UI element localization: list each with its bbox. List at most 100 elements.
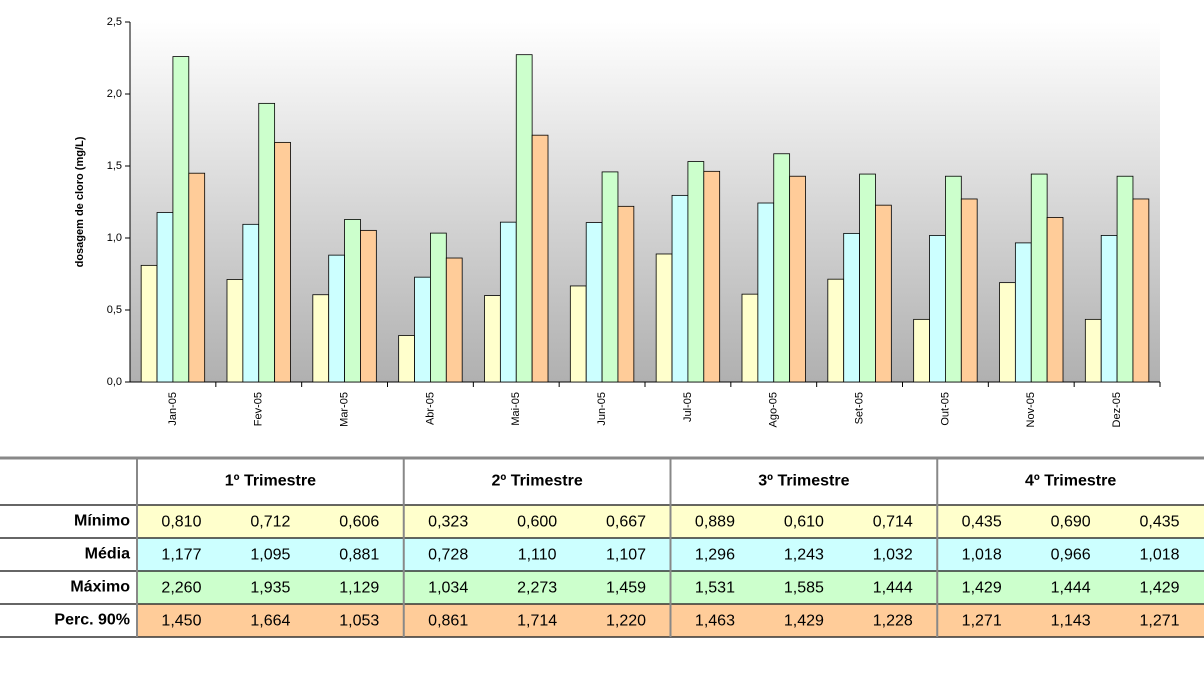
table-cell: 0,690 [1051, 514, 1091, 531]
table-cell: 0,712 [250, 514, 290, 531]
table-cell: 1,034 [428, 580, 468, 597]
table-cell: 0,610 [784, 514, 824, 531]
table-cell: 1,444 [873, 580, 913, 597]
table-cell: 1,664 [250, 613, 290, 630]
bar [671, 194, 689, 383]
table-cell: 1,107 [606, 547, 646, 564]
bar [859, 173, 876, 383]
bar [484, 295, 501, 383]
y-tick-label: 1,5 [107, 160, 122, 172]
table-cell: 0,714 [873, 514, 913, 531]
bar [344, 219, 361, 383]
bar [499, 221, 517, 383]
table-cell: 0,435 [962, 514, 1002, 531]
table-cell: 1,459 [606, 580, 646, 597]
quarter-header: 2º Trimestre [492, 473, 583, 490]
x-tick-label: Fev-05 [253, 392, 265, 426]
bar [687, 161, 705, 383]
table-cell: 1,271 [962, 613, 1002, 630]
bar [1084, 318, 1102, 383]
bar [398, 335, 415, 383]
bar [430, 232, 447, 383]
x-tick-label: Dez-05 [1111, 392, 1123, 427]
table-cell: 1,444 [1051, 580, 1091, 597]
y-tick-label: 2,5 [107, 16, 122, 28]
table-cell: 1,531 [695, 580, 735, 597]
table-cell: 0,881 [339, 547, 379, 564]
bar [945, 175, 962, 383]
bar [1132, 198, 1150, 383]
bar [929, 235, 946, 383]
y-tick-label: 0,5 [107, 304, 122, 316]
bar [360, 229, 377, 383]
y-tick-label: 2,0 [107, 88, 122, 100]
table-cell: 1,053 [339, 613, 379, 630]
x-tick-label: Jan-05 [167, 392, 179, 426]
bar [773, 153, 791, 383]
bar [843, 232, 860, 383]
bar [445, 257, 463, 383]
bar [741, 293, 759, 383]
x-tick-label: Set-05 [853, 392, 865, 424]
table-cell: 1,228 [873, 613, 913, 630]
bar [414, 276, 431, 383]
table-cell: 1,463 [695, 613, 735, 630]
bar [585, 222, 603, 383]
table-cell: 0,861 [428, 613, 468, 630]
quarter-header: 3º Trimestre [758, 473, 849, 490]
bar [140, 264, 158, 383]
row-label: Perc. 90% [54, 612, 130, 629]
table-cell: 0,728 [428, 547, 468, 564]
row-label: Máximo [70, 579, 130, 596]
plot-area [130, 22, 1160, 382]
bar [703, 170, 721, 383]
table-cell: 1,296 [695, 547, 735, 564]
quarter-header: 1º Trimestre [225, 473, 316, 490]
table-cell: 1,714 [517, 613, 557, 630]
y-axis-label: dosagem de cloro (mg/L) [74, 136, 86, 267]
x-tick-label: Jul-05 [682, 392, 694, 422]
table-cell: 1,018 [1140, 547, 1180, 564]
bar [617, 205, 635, 383]
bar [601, 171, 619, 383]
bar [242, 223, 260, 383]
table-cell: 1,032 [873, 547, 913, 564]
bar [328, 254, 345, 383]
bar [226, 279, 244, 383]
bar [999, 282, 1016, 383]
quarter-header: 4º Trimestre [1025, 473, 1116, 490]
bar [1116, 175, 1134, 383]
x-tick-label: Mai-05 [510, 392, 522, 426]
bar [531, 134, 549, 383]
bar [312, 294, 330, 383]
bar [258, 102, 276, 383]
table-cell: 1,585 [784, 580, 824, 597]
table-cell: 0,435 [1140, 514, 1180, 531]
bar [875, 204, 892, 383]
bar [1100, 235, 1118, 383]
x-tick-label: Ago-05 [768, 392, 780, 427]
bar [1030, 173, 1048, 383]
bar [757, 202, 775, 383]
bar [188, 172, 206, 383]
table-cell: 1,143 [1051, 613, 1091, 630]
table-cell: 1,429 [784, 613, 824, 630]
table-cell: 2,273 [517, 580, 557, 597]
table-cell: 0,667 [606, 514, 646, 531]
row-label: Mínimo [74, 513, 130, 530]
table-cell: 0,323 [428, 514, 468, 531]
table-cell: 1,095 [250, 547, 290, 564]
x-tick-label: Out-05 [939, 392, 951, 426]
table-cell: 1,271 [1140, 613, 1180, 630]
table-cell: 0,966 [1051, 547, 1091, 564]
table-cell: 0,600 [517, 514, 557, 531]
bar [789, 175, 806, 383]
row-label: Média [85, 546, 130, 563]
table-cell: 0,810 [161, 514, 201, 531]
bar [1014, 242, 1032, 383]
bar [515, 54, 533, 383]
x-tick-label: Jun-05 [596, 392, 608, 426]
x-tick-label: Nov-05 [1025, 392, 1037, 427]
bar [172, 56, 190, 383]
